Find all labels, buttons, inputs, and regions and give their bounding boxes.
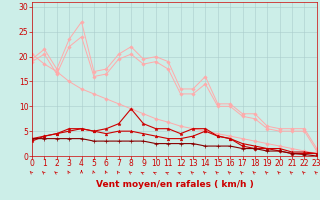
X-axis label: Vent moyen/en rafales ( km/h ): Vent moyen/en rafales ( km/h ) [96,180,253,189]
